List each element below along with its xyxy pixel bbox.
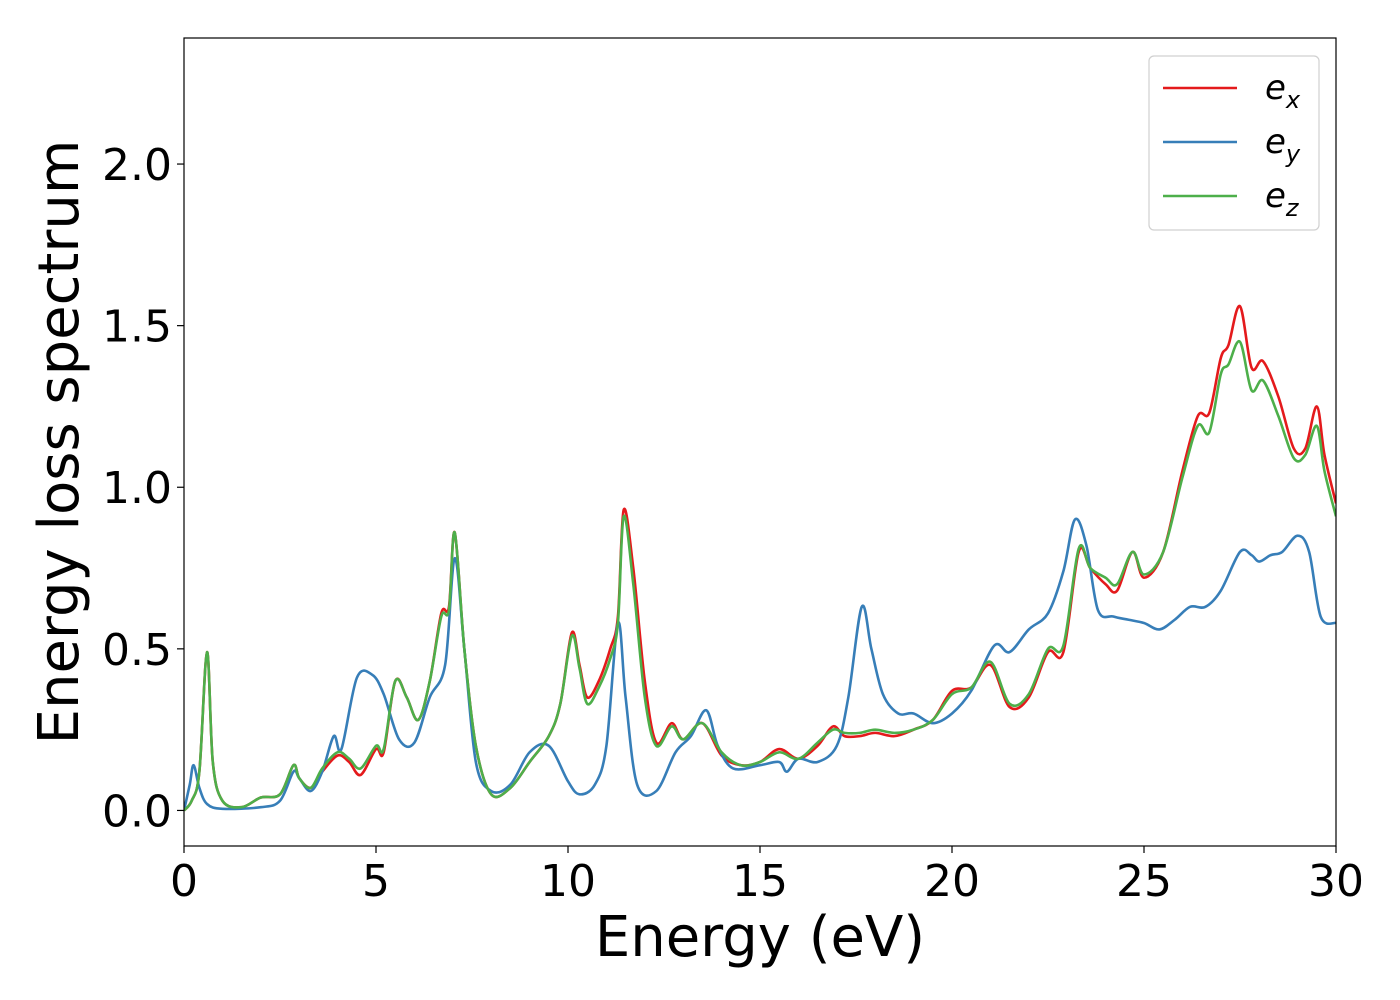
- y-tick-label: 0.5: [102, 625, 172, 676]
- legend: ex ey ez: [1148, 55, 1320, 231]
- series-line-e-z: [184, 340, 1336, 812]
- legend-entry-y: ey: [1265, 122, 1301, 168]
- legend-entry-z: ez: [1265, 176, 1300, 222]
- legend-entry-x: ex: [1265, 68, 1301, 114]
- y-tick-label: 1.5: [102, 302, 172, 353]
- plot-lines: [184, 304, 1336, 812]
- series-line-e-y: [184, 517, 1336, 811]
- y-axis-title: Energy loss spectrum: [27, 140, 92, 745]
- x-tick-label: 0: [170, 856, 198, 907]
- x-tick-label: 5: [362, 856, 390, 907]
- y-axis: 0.0 0.5 1.0 1.5 2.0: [102, 140, 184, 837]
- x-tick-label: 20: [924, 856, 980, 907]
- x-tick-label: 10: [540, 856, 596, 907]
- x-axis: 0 5 10 15 20 25 30: [170, 846, 1364, 907]
- x-tick-label: 25: [1116, 856, 1172, 907]
- y-tick-label: 2.0: [102, 140, 172, 191]
- series-line-e-x: [184, 304, 1336, 812]
- x-tick-label: 30: [1308, 856, 1364, 907]
- y-tick-label: 0.0: [102, 786, 172, 837]
- y-tick-label: 1.0: [102, 463, 172, 514]
- x-axis-title: Energy (eV): [595, 905, 925, 970]
- x-tick-label: 15: [732, 856, 788, 907]
